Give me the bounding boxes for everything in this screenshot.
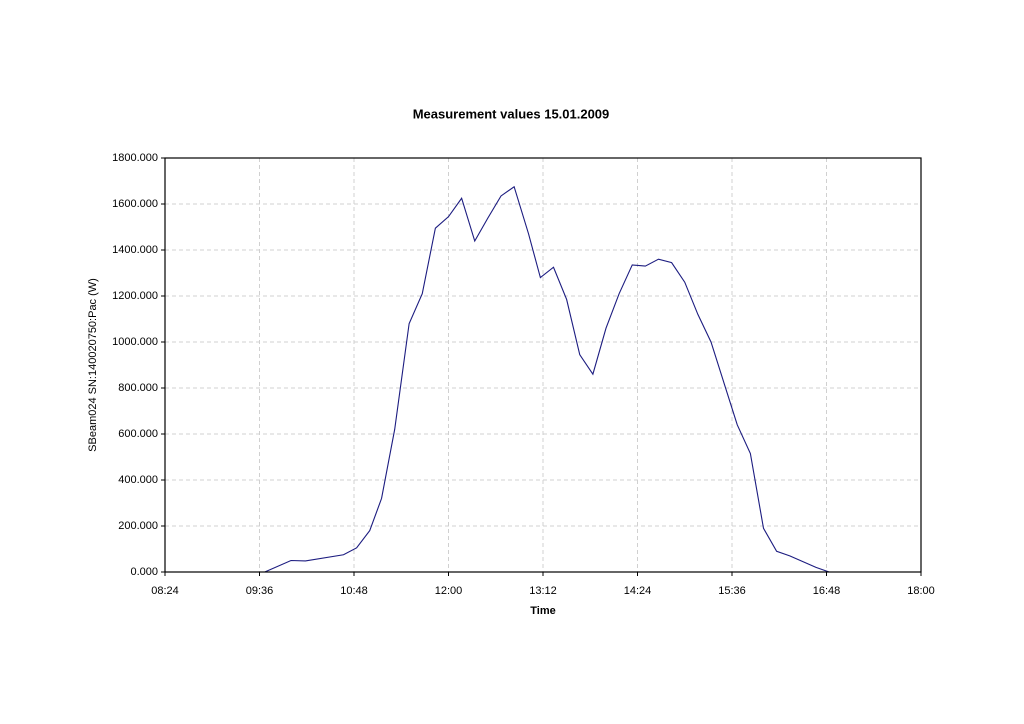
- grid: [164, 157, 922, 573]
- y-tick-label: 1600.000: [112, 198, 158, 210]
- y-tick-label: 1400.000: [112, 244, 158, 256]
- x-tick-label: 16:48: [813, 585, 841, 597]
- y-axis-title: SBeam024 SN:140020750:Pac (W): [87, 278, 99, 452]
- plot: [264, 185, 830, 573]
- y-tick-label: 800.000: [118, 382, 158, 394]
- x-tick-label: 14:24: [624, 585, 652, 597]
- y-tick-label: 1200.000: [112, 290, 158, 302]
- x-tick-label: 13:12: [529, 585, 557, 597]
- y-tick-label: 600.000: [118, 428, 158, 440]
- x-tick-label: 10:48: [340, 585, 368, 597]
- x-tick-label: 18:00: [907, 585, 935, 597]
- y-tick-label: 1800.000: [112, 152, 158, 164]
- x-tick-label: 15:36: [718, 585, 746, 597]
- x-tick-label: 09:36: [246, 585, 274, 597]
- y-tick-label: 400.000: [118, 474, 158, 486]
- y-tick-label: 1000.000: [112, 336, 158, 348]
- x-axis-title: Time: [530, 605, 555, 617]
- chart-title: Measurement values 15.01.2009: [413, 106, 610, 121]
- y-tick-label: 200.000: [118, 520, 158, 532]
- data-line: [264, 185, 830, 573]
- y-tick-label: 0.000: [130, 566, 158, 578]
- x-tick-label: 08:24: [151, 585, 179, 597]
- x-tick-label: 12:00: [435, 585, 463, 597]
